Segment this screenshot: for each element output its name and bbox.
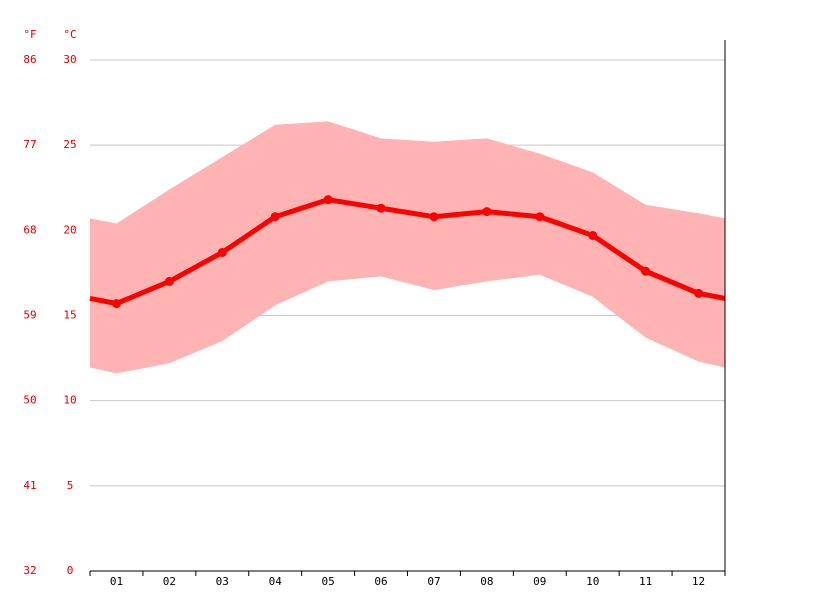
mean-point [641,266,651,276]
y2-tick-label: 59 [23,309,36,322]
x-tick-label: 04 [269,575,283,588]
y-tick-label: 0 [67,564,74,577]
x-tick-label: 02 [163,575,176,588]
mean-line [89,197,726,307]
mean-point [429,212,439,222]
x-tick-label: 03 [216,575,229,588]
x-tick-label: 09 [533,575,546,588]
y2-tick-label: 32 [23,564,36,577]
mean-point [217,247,227,257]
mean-point [588,230,598,240]
y-tick-label: 10 [63,394,76,407]
y-tick-label: 15 [63,309,76,322]
x-tick-label: 01 [110,575,123,588]
mean-point [694,288,704,298]
y-unit: °C [63,28,76,41]
x-tick-label: 08 [480,575,493,588]
temperature-range [90,121,725,374]
y2-tick-label: 50 [23,394,36,407]
x-tick-label: 10 [586,575,599,588]
y-tick-label: 25 [63,138,76,151]
y2-tick-label: 86 [23,53,36,66]
mean-point [376,203,386,213]
x-tick-label: 07 [427,575,440,588]
y-tick-label: 30 [63,53,76,66]
y-tick-label: 5 [67,479,74,492]
mean-point [323,195,333,205]
mean-point [111,299,121,309]
y2-tick-label: 68 [23,223,36,236]
y2-unit: °F [23,28,36,41]
y2-tick-label: 41 [23,479,36,492]
mean-point [535,212,545,222]
x-tick-label: 11 [639,575,652,588]
mean-point [270,212,280,222]
mean-point [164,276,174,286]
x-tick-label: 06 [374,575,387,588]
x-tick-label: 12 [692,575,705,588]
x-tick-label: 05 [322,575,335,588]
y2-tick-label: 77 [23,138,36,151]
mean-point [482,207,492,217]
y-tick-label: 20 [63,223,76,236]
